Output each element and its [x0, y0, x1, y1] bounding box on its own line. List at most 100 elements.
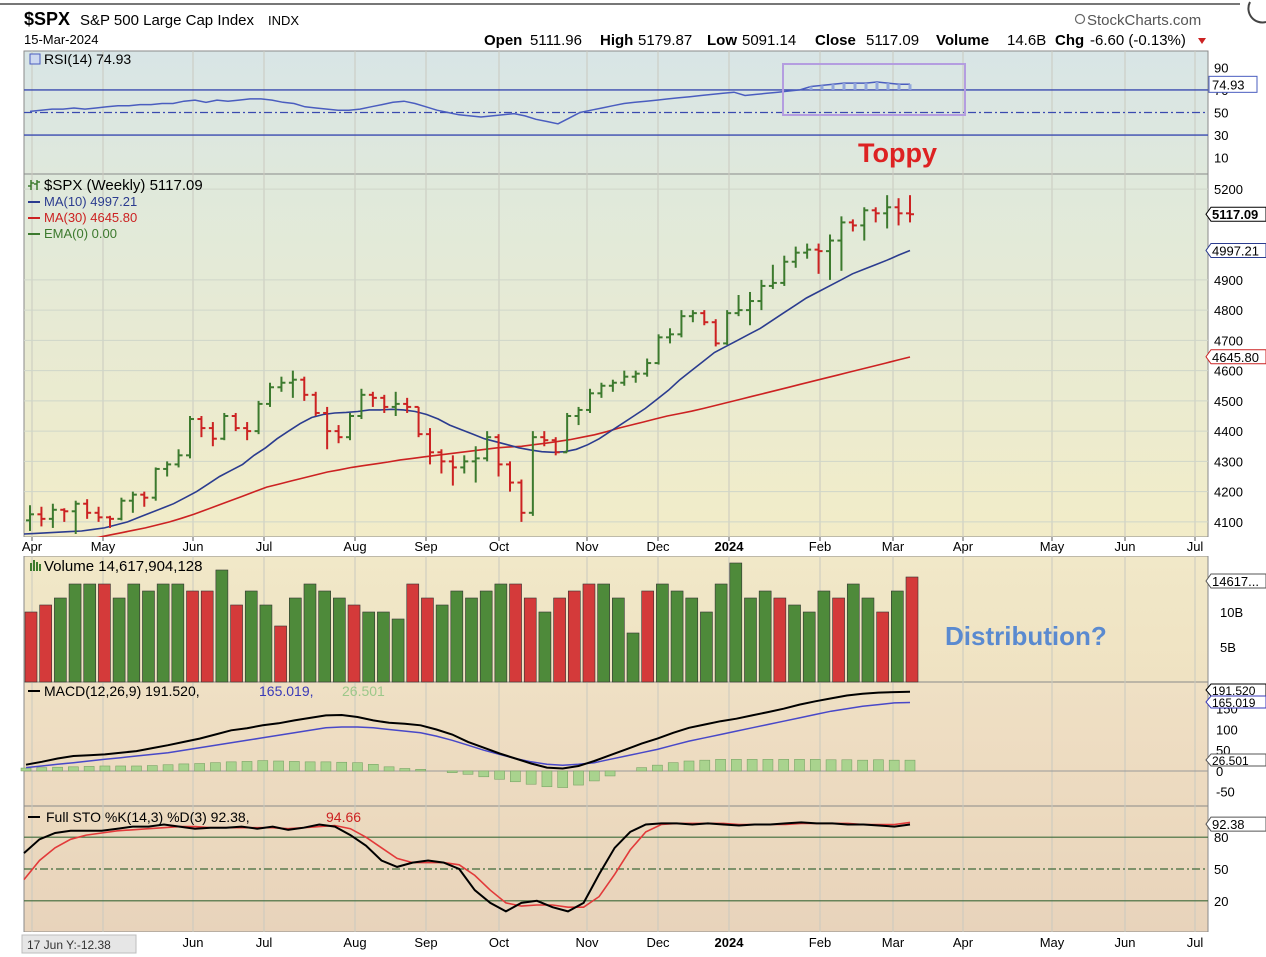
ohlc-bar [60, 508, 69, 522]
ohlc-bar [460, 455, 469, 474]
macd-histogram-bar [83, 766, 95, 772]
ohlc-bar [208, 422, 217, 447]
chart-date: 15-Mar-2024 [24, 32, 98, 47]
macd-histogram-bar [383, 766, 395, 772]
macd-histogram-bar [604, 770, 616, 777]
macd-histogram-bar [588, 770, 600, 782]
macd-histogram-bar [52, 766, 63, 772]
ohlc-bar [494, 434, 503, 477]
ohlc-bar [734, 295, 743, 317]
volume-bar [685, 597, 699, 683]
ohlc-bar [288, 370, 297, 398]
volume-bar [523, 597, 537, 683]
macd-histogram-bar [225, 761, 237, 772]
bottom-axis-background [0, 932, 1266, 957]
volume-bar [479, 590, 493, 683]
ohlc-bar [117, 497, 126, 521]
macd-histogram-bar [115, 765, 127, 772]
bottom-month-label: Mar [882, 935, 905, 950]
ohlc-bar [871, 207, 880, 223]
right-value-axis: 907050301074.935200490048004700460045004… [1205, 60, 1266, 909]
macd-histogram-bar [273, 760, 284, 772]
volume-bar [714, 583, 728, 683]
price-tick-label: 4600 [1214, 364, 1243, 379]
macd-histogram-bar [20, 767, 32, 772]
toppy-annotation: Toppy [858, 138, 937, 168]
ohlc-bar [506, 461, 514, 492]
volume-bar [641, 590, 655, 683]
ohlc-bar [768, 264, 777, 289]
ma30-line [23, 356, 911, 553]
ohlc-bar [700, 310, 709, 326]
volume-bar [377, 611, 390, 683]
macd-histogram-bar [257, 760, 269, 772]
volume-bar [582, 583, 596, 683]
volume-bar [876, 611, 889, 683]
quote-line: Open 5111.96 High 5179.87 Low 5091.14 Cl… [484, 32, 1186, 49]
month-label: Oct [489, 539, 510, 554]
macd-tick-label: 0 [1216, 764, 1223, 779]
ohlc-bar [848, 219, 857, 232]
price-tick-label: 4900 [1214, 273, 1243, 288]
window-corner [1247, 1, 1266, 24]
ohlc-bar [677, 310, 686, 338]
bottom-month-label: May [1040, 935, 1065, 950]
price-legend-main: $SPX (Weekly) 5117.09 [44, 177, 203, 194]
bottom-month-label: Dec [646, 935, 670, 950]
volume-bar [670, 590, 684, 683]
ohlc-bar [106, 515, 114, 528]
ohlc-bar [586, 388, 594, 413]
price-bars [26, 195, 914, 534]
volume-bar [68, 583, 82, 683]
volume-bar [112, 597, 126, 683]
rsi-highlight-box [782, 63, 966, 116]
ohlc-bar [631, 370, 640, 383]
macd-histogram-bar [778, 759, 790, 772]
price-value-label: 4645.80 [1212, 350, 1259, 365]
volume-bar [465, 597, 478, 683]
macd-histogram-bar [446, 770, 458, 773]
macd-histogram-bar [683, 760, 695, 772]
macd-histogram-bar [746, 759, 758, 772]
ohlc-bar [391, 391, 400, 416]
ohlc-bar [334, 425, 343, 444]
ohlc-bar [151, 467, 160, 501]
macd-histogram-bar [178, 763, 190, 772]
macd-legend: MACD(12,26,9) 191.520, 165.019, 26.501 [28, 683, 385, 699]
month-label: Nov [575, 539, 599, 554]
stochastic-legend-main: Full STO %K(14,3) %D(3) 92.38, [46, 809, 250, 825]
volume-bar [656, 583, 669, 683]
stochastic-tick-label: 80 [1214, 830, 1228, 845]
price-tick-label: 4200 [1214, 485, 1243, 500]
rsi-chart [24, 81, 1208, 136]
volume-value-box [1205, 573, 1266, 589]
macd-histogram-bar [699, 759, 711, 772]
chart-header: $SPX S&P 500 Large Cap Index INDX 15-Mar… [24, 9, 1206, 49]
macd-histogram-bar [99, 765, 111, 772]
ohlc-bar [837, 216, 846, 271]
ohlc-bar [128, 491, 137, 513]
macd-value-label: 191.520 [1212, 684, 1256, 698]
rsi-value-box [1208, 75, 1258, 93]
volume-bar [626, 632, 640, 683]
bottom-month-label: Sep [414, 935, 437, 950]
macd-histogram-bar [494, 770, 505, 780]
price-panel [23, 173, 1209, 538]
ohlc-bar [277, 376, 286, 392]
macd-panel [23, 681, 1209, 807]
price-tick-label: 4300 [1214, 454, 1243, 469]
month-label: Jul [256, 539, 273, 554]
volume-bar [494, 583, 508, 683]
volume-bar [861, 597, 875, 683]
volume-bar [24, 611, 38, 683]
macd-value-box [1205, 753, 1266, 767]
svg-text:5179.87: 5179.87 [638, 32, 692, 49]
volume-bar [171, 583, 185, 683]
ohlc-bar [357, 388, 366, 420]
volume-tick-label: 10B [1220, 605, 1243, 620]
ohlc-bar [894, 198, 903, 226]
macd-line [25, 690, 911, 770]
bottom-month-label: Oct [489, 935, 510, 950]
macd-histogram-bar [731, 759, 742, 772]
volume-bar [127, 583, 141, 683]
